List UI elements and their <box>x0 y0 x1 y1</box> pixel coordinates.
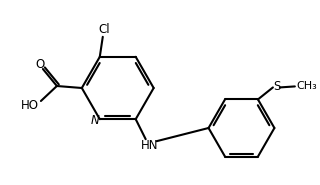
Text: O: O <box>35 58 44 70</box>
Text: N: N <box>91 114 99 127</box>
Text: HN: HN <box>141 139 158 152</box>
Text: Cl: Cl <box>98 23 109 36</box>
Text: HO: HO <box>21 98 39 112</box>
Text: CH₃: CH₃ <box>296 81 317 91</box>
Text: S: S <box>273 80 281 93</box>
